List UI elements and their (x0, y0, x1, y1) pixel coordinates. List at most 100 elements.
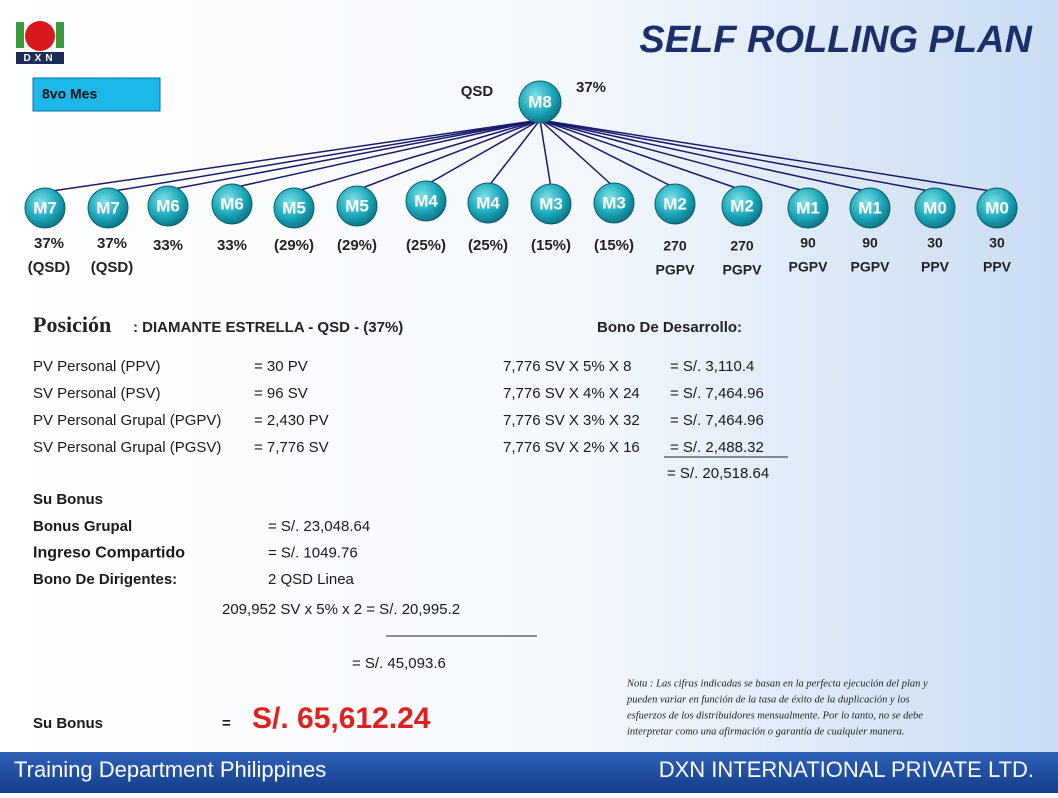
bonus-value: = S/. 23,048.64 (268, 518, 370, 535)
connector (231, 119, 541, 189)
child-node (87, 187, 129, 229)
connector (539, 119, 936, 193)
child-node (24, 187, 66, 229)
connector (487, 119, 541, 188)
development-total: = S/. 20,518.64 (667, 465, 769, 482)
node-caption: 30 (989, 235, 1005, 251)
connector (44, 119, 541, 193)
node-caption: PGPV (723, 262, 763, 278)
connector (356, 119, 541, 191)
child-node (849, 187, 891, 229)
bonus-label: Ingreso Compartido (33, 545, 185, 562)
child-label: M6 (156, 196, 180, 215)
logo-mark (16, 22, 24, 48)
child-node (914, 187, 956, 229)
position-label: Posición (33, 312, 111, 337)
node-caption: 90 (800, 235, 816, 251)
child-node (593, 182, 635, 224)
final-eq: = (222, 715, 231, 732)
node-caption: PGPV (851, 259, 891, 275)
slide-title: SELF ROLLING PLAN (639, 19, 1033, 61)
child-node (787, 187, 829, 229)
formula-result: = S/. 7,464.96 (670, 412, 764, 429)
final-label: Su Bonus (33, 715, 103, 732)
connector (425, 119, 541, 186)
child-label: M7 (96, 198, 120, 217)
row-value: = 30 PV (254, 358, 308, 375)
connector (167, 119, 541, 191)
child-node (467, 182, 509, 224)
child-label: M2 (730, 196, 754, 215)
node-caption: (25%) (406, 237, 446, 254)
bonus-label: Bonus Grupal (33, 518, 132, 535)
formula: 7,776 SV X 4% X 24 (503, 385, 640, 402)
row-value: = 96 SV (254, 385, 308, 402)
note-line: Nota : Las cifras indicadas se basan en … (626, 678, 928, 689)
child-node (654, 183, 696, 225)
node-caption: 270 (730, 238, 754, 254)
node-caption: 37% (34, 235, 64, 252)
footer-right: DXN INTERNATIONAL PRIVATE LTD. (659, 757, 1034, 782)
bonus-value: 2 QSD Linea (268, 571, 355, 588)
child-label: M4 (414, 191, 438, 210)
connector (539, 119, 615, 188)
node-caption: 270 (663, 238, 687, 254)
root-note: QSD (461, 83, 494, 100)
position-text: : DIAMANTE ESTRELLA - QSD - (37%) (133, 319, 403, 336)
connector (539, 119, 998, 193)
root-label: M8 (528, 92, 552, 111)
node-caption: PGPV (656, 262, 696, 278)
connector (539, 119, 552, 189)
month-box (32, 77, 161, 112)
node-caption: (15%) (531, 237, 571, 254)
formula: 7,776 SV X 2% X 16 (503, 439, 640, 456)
child-label: M3 (602, 193, 626, 212)
child-label: M7 (33, 198, 57, 217)
node-caption: (25%) (468, 237, 508, 254)
row-value: = 2,430 PV (254, 412, 329, 429)
connector (539, 119, 676, 189)
node-caption: PPV (983, 259, 1012, 275)
formula-result: = S/. 3,110.4 (670, 358, 754, 375)
child-label: M2 (663, 194, 687, 213)
formula: 7,776 SV X 5% X 8 (503, 358, 631, 375)
note-line: pueden variar en función de la tasa de é… (626, 694, 910, 705)
details: PV Personal (PPV) = 30 PV SV Personal (PSV… (33, 358, 928, 737)
node-caption: PPV (921, 259, 950, 275)
row-label: SV Personal Grupal (PGSV) (33, 439, 221, 456)
root-note: 37% (576, 79, 606, 96)
month-label: 8vo Mes (42, 86, 97, 102)
node-caption: (QSD) (91, 259, 134, 276)
node-caption: (29%) (337, 237, 377, 254)
node-caption: 90 (862, 235, 878, 251)
node-caption: (15%) (594, 237, 634, 254)
child-node (530, 183, 572, 225)
child-node (976, 187, 1018, 229)
child-label: M0 (985, 198, 1009, 217)
logo-text: DXN (23, 53, 56, 64)
logo-mark (25, 21, 55, 51)
bonus-label: Bono De Dirigentes: (33, 571, 177, 588)
child-label: M0 (923, 198, 947, 217)
leaders-calc: 209,952 SV x 5% x 2 = S/. 20,995.2 (222, 601, 460, 618)
logo: DXN (16, 21, 64, 64)
connector (539, 119, 871, 193)
note-line: esfuerzos de los distribuidores mensualm… (627, 710, 923, 721)
root-node (518, 80, 562, 124)
connector (539, 119, 743, 191)
formula: 7,776 SV X 3% X 32 (503, 412, 640, 429)
note-line: interpretar como una afirmación o garant… (627, 726, 905, 737)
bonus-title: Bono De Desarrollo: (597, 319, 742, 336)
footer-band (0, 752, 1058, 793)
child-label: M1 (796, 198, 820, 217)
node-caption: PGPV (789, 259, 829, 275)
connector (293, 119, 541, 193)
subtotal: = S/. 45,093.6 (352, 655, 446, 672)
row-label: PV Personal (PPV) (33, 358, 161, 375)
child-label: M1 (858, 198, 882, 217)
tree: M8 QSD 37% M7 37% (QSD) M7 37% (QSD) M6 33% M6 33% M5… (24, 79, 1018, 278)
logo-mark (56, 22, 64, 48)
node-caption: (29%) (274, 237, 314, 254)
row-label: PV Personal Grupal (PGPV) (33, 412, 221, 429)
